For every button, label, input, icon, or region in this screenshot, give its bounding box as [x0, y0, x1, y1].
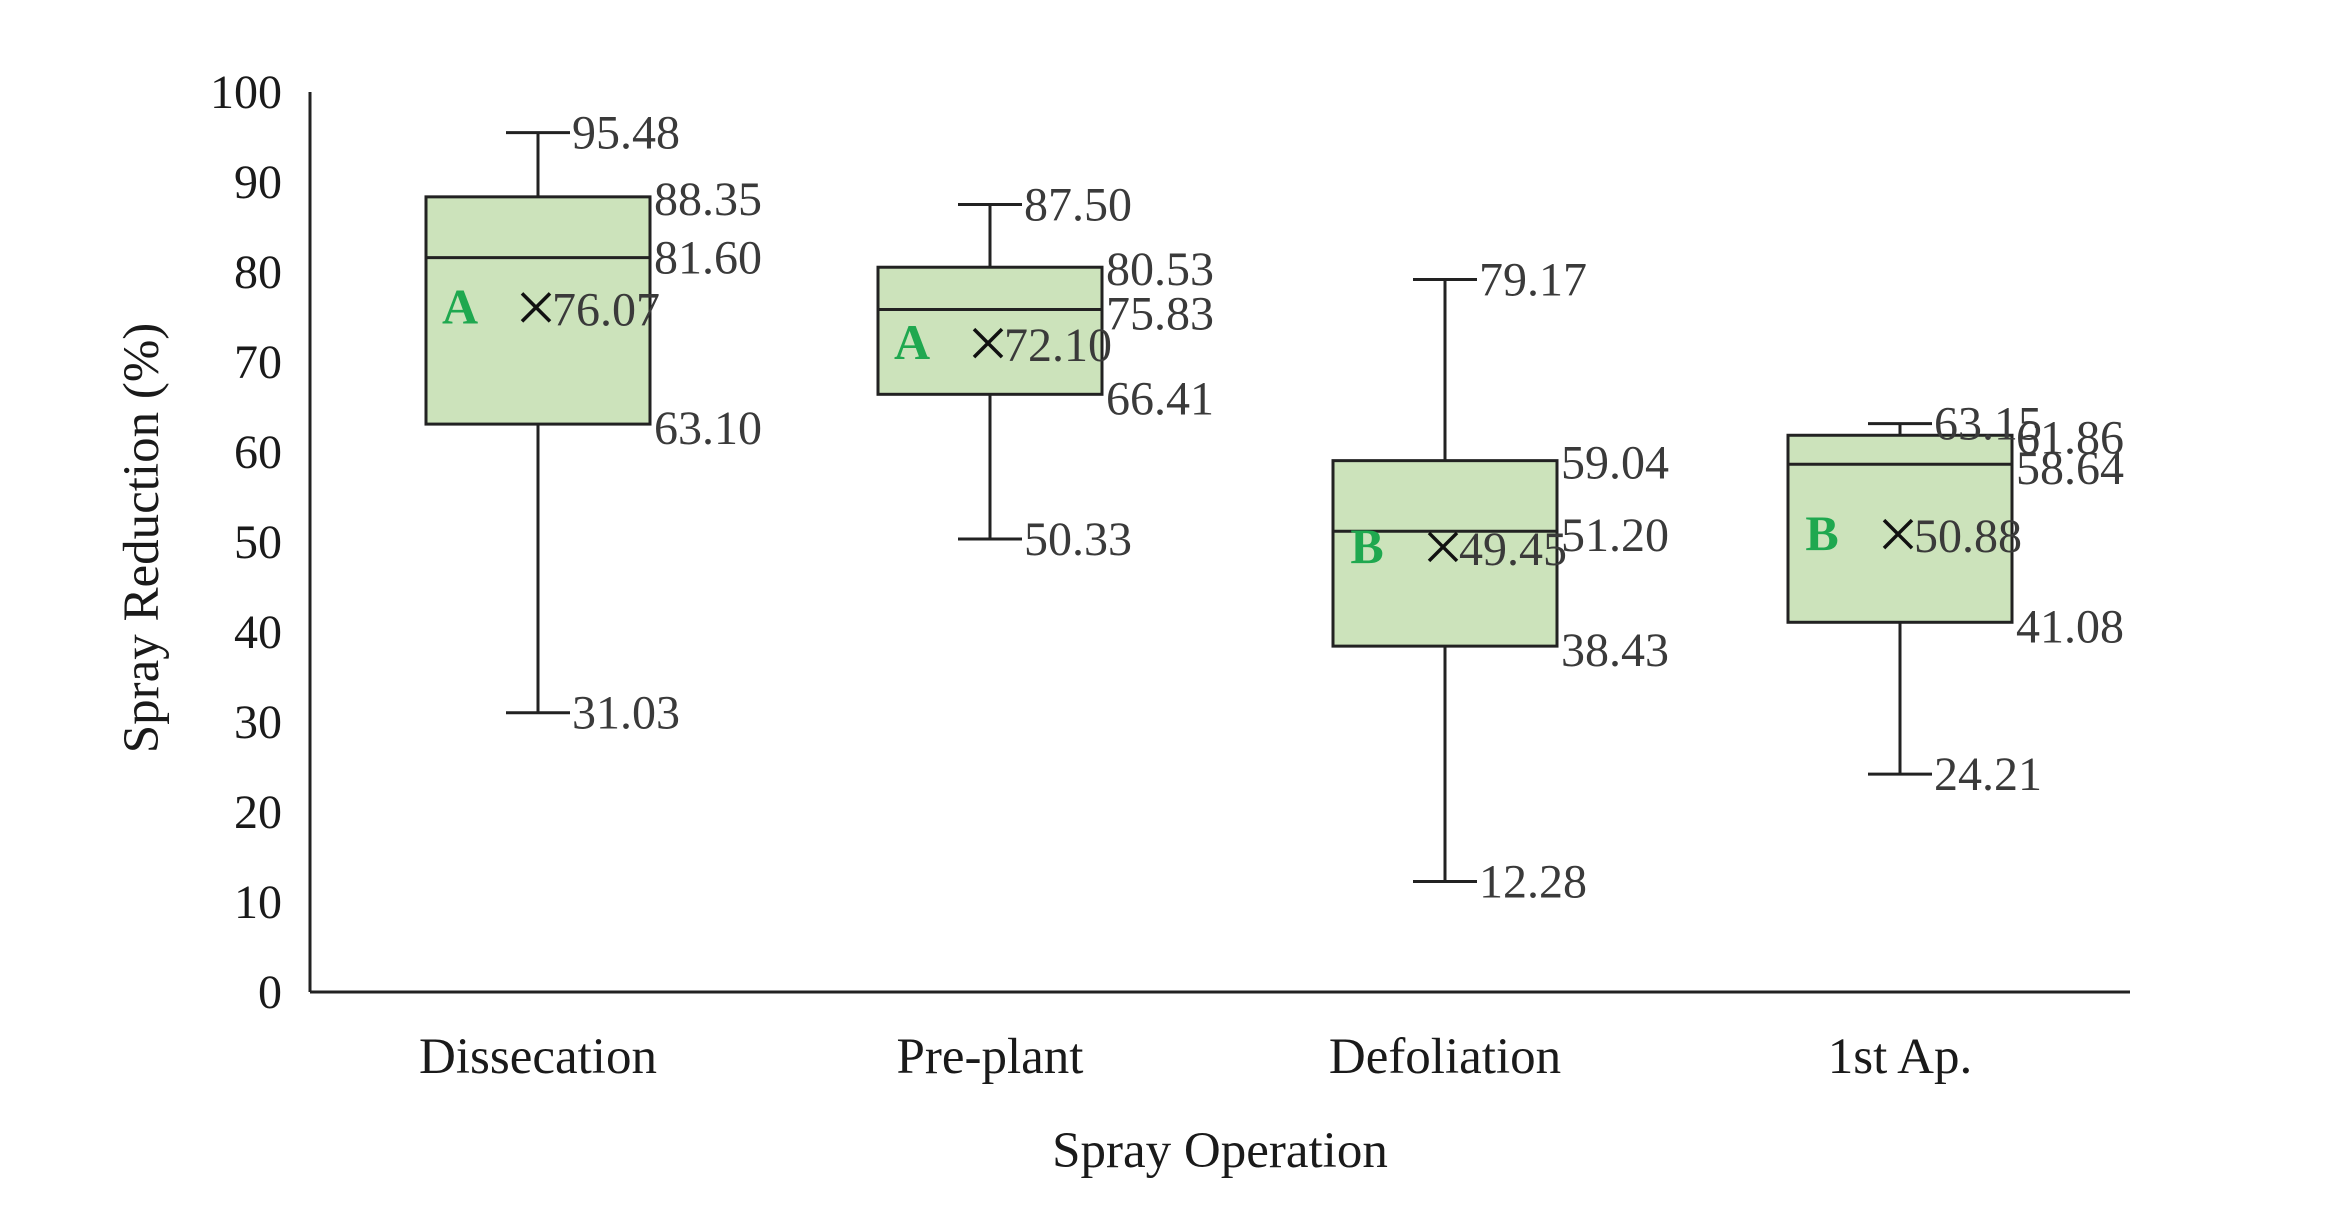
max-value-label: 79.17 — [1479, 253, 1587, 306]
median-value-label: 51.20 — [1561, 509, 1669, 562]
group-letter-label: B — [1350, 518, 1383, 574]
max-value-label: 87.50 — [1024, 179, 1132, 232]
x-category-label: Dissecation — [419, 1029, 657, 1085]
q1-value-label: 41.08 — [2016, 600, 2124, 653]
x-category-label: Pre-plant — [897, 1029, 1084, 1085]
y-tick-label: 10 — [234, 876, 282, 929]
median-value-label: 75.83 — [1106, 288, 1214, 341]
mean-value-label: 50.88 — [1914, 510, 2022, 563]
median-value-label: 58.64 — [2016, 442, 2124, 495]
q1-value-label: 66.41 — [1106, 372, 1214, 425]
box-group-1st-ap-: 63.15 24.21 61.86 41.08 58.64 50.88 B — [1786, 398, 2124, 801]
mean-marker — [520, 292, 552, 323]
y-tick-label: 80 — [234, 246, 282, 299]
q1-value-label: 63.10 — [654, 402, 762, 455]
group-letter-label: A — [442, 278, 478, 334]
mean-value-label: 72.10 — [1004, 319, 1112, 372]
y-tick-label: 50 — [234, 516, 282, 569]
y-tick-label: 30 — [234, 696, 282, 749]
x-category-label: Defoliation — [1329, 1029, 1561, 1085]
y-tick-label: 100 — [210, 66, 282, 119]
iqr-box — [1786, 433, 2014, 624]
mean-marker — [1427, 531, 1459, 563]
mean-value-label: 76.07 — [552, 283, 660, 336]
min-value-label: 31.03 — [572, 687, 680, 740]
iqr-box — [1331, 459, 1559, 648]
x-category-label: 1st Ap. — [1828, 1029, 1973, 1085]
q3-value-label: 88.35 — [654, 173, 762, 226]
mean-value-label: 49.45 — [1459, 523, 1567, 576]
q1-value-label: 38.43 — [1561, 624, 1669, 677]
y-tick-label: 60 — [234, 426, 282, 479]
y-tick-label: 40 — [234, 606, 282, 659]
min-value-label: 24.21 — [1934, 748, 2042, 801]
y-axis-title: Spray Reduction (%) — [114, 323, 170, 754]
y-axis: 0 10 20 30 40 50 60 70 80 90 100 — [210, 66, 312, 1019]
max-value-label: 95.48 — [572, 107, 680, 160]
q3-value-label: 61.86 — [2016, 411, 2124, 464]
min-value-label: 12.28 — [1479, 855, 1587, 908]
q3-value-label: 59.04 — [1561, 437, 1669, 490]
y-tick-label: 90 — [234, 156, 282, 209]
max-value-label: 63.15 — [1934, 398, 2042, 451]
y-tick-label: 0 — [258, 966, 282, 1019]
min-value-label: 50.33 — [1024, 513, 1132, 566]
mean-marker — [972, 327, 1004, 359]
iqr-box — [424, 195, 652, 426]
q3-value-label: 80.53 — [1106, 243, 1214, 296]
y-tick-label: 20 — [234, 786, 282, 839]
iqr-box — [876, 265, 1104, 396]
group-letter-label: A — [894, 314, 930, 370]
x-axis: Dissecation Pre-plant Defoliation 1st Ap. — [310, 990, 2130, 1085]
group-letter-label: B — [1805, 505, 1838, 561]
median-value-label: 81.60 — [654, 232, 762, 285]
y-tick-label: 70 — [234, 336, 282, 389]
x-axis-title: Spray Operation — [1052, 1123, 1388, 1179]
mean-marker — [1882, 518, 1914, 550]
